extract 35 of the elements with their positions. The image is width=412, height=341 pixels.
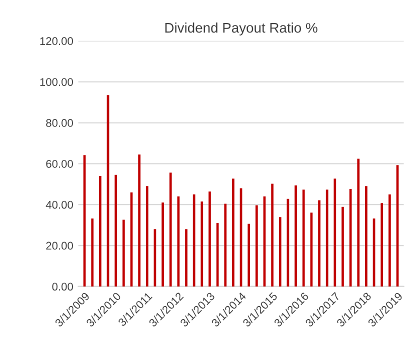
bar	[200, 202, 204, 286]
y-tick-label: 20.00	[46, 242, 73, 250]
bar	[248, 224, 250, 286]
bar	[224, 204, 227, 286]
bar	[255, 205, 258, 286]
y-tick-label: 80.00	[46, 119, 73, 127]
bar	[357, 158, 360, 286]
bar	[334, 178, 336, 286]
bar	[294, 185, 297, 286]
bar	[91, 218, 94, 286]
bar	[326, 190, 328, 286]
bar	[278, 217, 282, 286]
bar	[232, 178, 234, 286]
bar	[114, 174, 118, 286]
bar	[169, 172, 172, 286]
y-tick-label: 40.00	[46, 200, 73, 209]
bar	[146, 186, 148, 286]
chart-title: Dividend Payout Ratio %	[165, 22, 318, 36]
bar	[302, 190, 305, 286]
bar	[185, 229, 188, 286]
bar	[342, 206, 344, 286]
y-tick-label: 100.00	[40, 78, 73, 86]
bar	[271, 184, 274, 286]
bar	[138, 154, 140, 286]
bar	[122, 220, 125, 286]
bar	[208, 192, 211, 286]
bar	[99, 176, 102, 286]
bar	[365, 186, 368, 286]
y-tick-label: 60.00	[46, 160, 73, 168]
y-tick-label: 0.00	[52, 282, 73, 291]
bar	[318, 200, 320, 286]
bar	[388, 194, 391, 286]
bar	[380, 203, 384, 286]
bar	[162, 202, 164, 286]
y-tick-label: 120.00	[40, 37, 73, 46]
